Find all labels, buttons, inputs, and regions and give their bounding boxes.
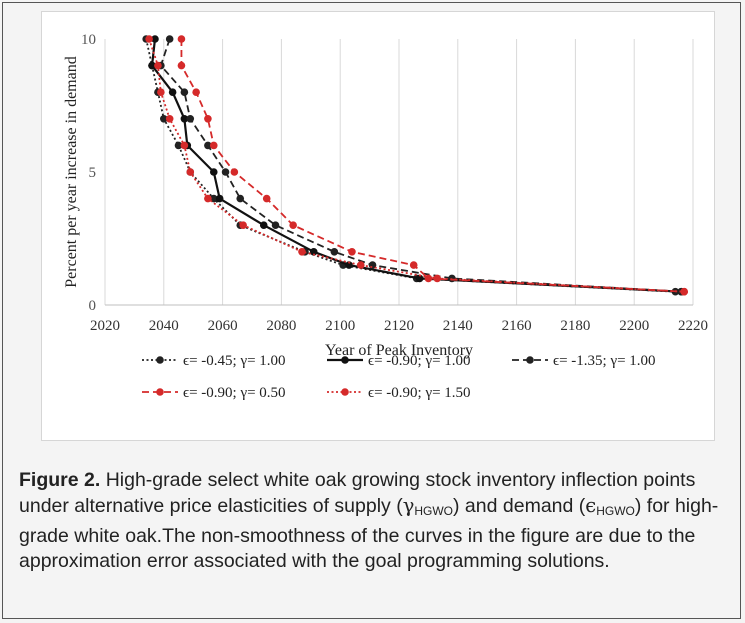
x-tick-label: 2020 [90,318,120,334]
legend-label: ϵ= -0.90; γ= 0.50 [183,385,286,401]
legend-label: ϵ= -0.90; γ= 1.50 [368,385,471,401]
data-point [160,115,168,123]
series-line-4 [180,39,685,293]
data-point [165,35,174,43]
data-point [186,168,195,176]
data-point [177,61,186,70]
x-tick-label: 2100 [325,318,355,334]
y-tick-label: 5 [89,165,97,181]
gamma-subscript: HGWO [414,504,454,518]
data-point [262,194,271,203]
data-point [345,261,353,269]
data-point [330,248,339,256]
series-line-1 [145,38,676,293]
data-point [177,35,186,43]
caption-text-2: ) and demand ( [453,495,586,517]
legend-label: ϵ= -0.90; γ= 1.00 [368,353,471,369]
data-point [271,221,280,229]
line-chart: 2020 2040 2060 2080 2100 2120 2140 2160 2180 2200… [63,32,708,401]
caption-label: Figure 2. [19,469,101,491]
data-point [180,141,189,150]
data-point [298,248,306,256]
data-point [239,221,247,229]
legend-swatch-marker [341,388,349,396]
data-point [415,274,424,283]
data-point [433,274,442,283]
x-tick-label: 2160 [502,318,532,334]
y-tick-label: 10 [81,32,96,48]
x-axis-title: Year of Peak Inventory [325,342,473,359]
data-point [348,248,356,256]
data-point [168,88,177,96]
gamma-symbol: γ [402,494,415,517]
legend-swatch-marker [156,356,164,364]
data-point [180,88,189,96]
data-point [424,274,433,283]
data-point [409,261,418,269]
figure-caption: Figure 2. High-grade select white oak gr… [19,468,731,574]
x-tick-label: 2200 [619,318,649,334]
series-line-2 [150,38,682,293]
series-line-5 [148,38,685,293]
data-point [148,61,156,70]
x-tick-label: 2060 [208,318,238,334]
data-point [230,168,239,176]
data-point [154,61,162,70]
data-point [356,261,365,269]
data-point [236,194,245,203]
data-point [680,287,688,296]
legend-swatch-marker [526,356,534,364]
data-point [186,115,195,123]
legend-swatch-marker [156,388,164,396]
data-point [180,115,189,123]
caption-text-1: High-grade select white oak growing stoc… [19,469,696,517]
data-point [174,141,183,150]
legend-label: ϵ= -1.35; γ= 1.00 [553,353,656,369]
data-point [209,141,218,150]
legend-label: ϵ= -0.45; γ= 1.00 [183,353,286,369]
y-axis-title: Percent per year increase in demand [63,56,80,287]
data-point [204,194,212,203]
epsilon-symbol: ϵ [585,494,597,517]
data-point [204,141,212,150]
x-tick-label: 2140 [443,318,473,334]
caption-text-3: ) for high-grade white oak.The non-smoot… [19,495,719,572]
x-tick-label: 2040 [149,318,179,334]
data-point [259,221,268,229]
data-point [209,168,218,176]
data-point [204,115,212,123]
data-point [151,35,159,43]
data-point [289,221,297,229]
data-point [215,194,224,203]
data-point [192,88,200,96]
x-tick-label: 2220 [678,318,708,334]
series-line-3 [159,38,682,293]
y-tick-label: 0 [89,298,97,314]
chart-panel: 2020 2040 2060 2080 2100 2120 2140 2160 2180 2200… [41,11,715,441]
x-tick-label: 2180 [560,318,590,334]
x-tick-label: 2120 [384,318,414,334]
legend-swatch-marker [341,356,349,364]
data-point [157,88,165,96]
data-point [165,115,174,123]
x-tick-label: 2080 [266,318,296,334]
data-point [221,168,230,176]
data-point [309,248,318,256]
epsilon-subscript: HGWO [596,504,635,518]
data-point [145,35,153,43]
